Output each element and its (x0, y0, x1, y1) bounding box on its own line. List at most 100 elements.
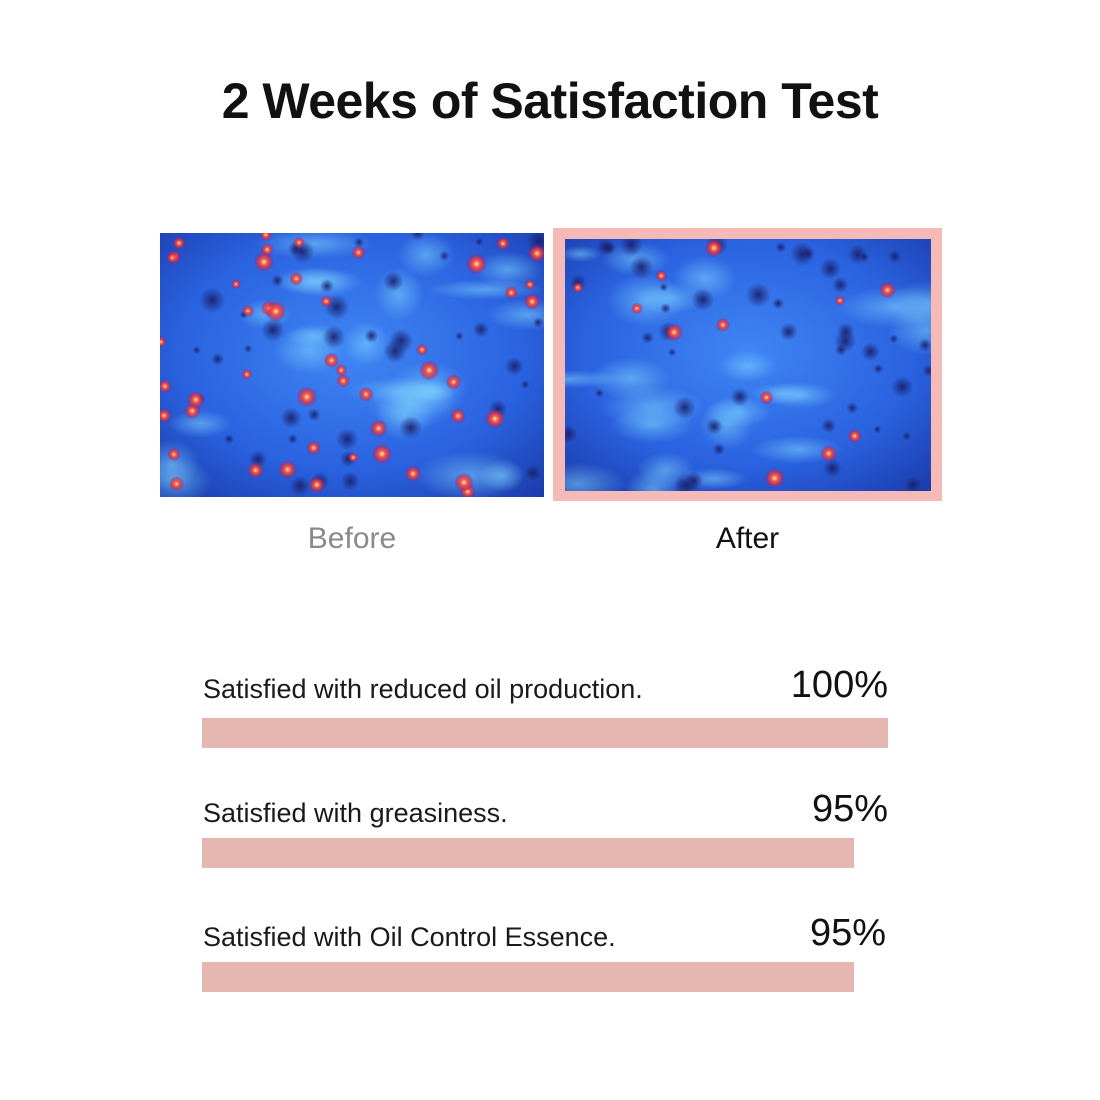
skin-pore (831, 276, 849, 294)
skin-shimmer (836, 286, 931, 328)
sebum-spot (445, 374, 462, 390)
skin-pore (223, 433, 235, 445)
skin-pore (619, 239, 643, 257)
sebum-spot (172, 236, 186, 250)
skin-pore (398, 415, 423, 440)
sebum-spot (834, 295, 846, 306)
skin-pore (823, 458, 842, 478)
skin-shimmer (751, 435, 844, 464)
sebum-spot (265, 300, 287, 322)
skin-pore (364, 328, 379, 343)
stat-value: 95% (811, 788, 888, 830)
skin-pore (280, 407, 302, 429)
sebum-spot (231, 279, 242, 290)
stat-bar-fill (202, 962, 854, 992)
sebum-spot (715, 317, 731, 333)
skin-shimmer (167, 409, 232, 438)
sebum-spot (454, 472, 474, 493)
sebum-spot (259, 233, 273, 242)
stat-greasiness: Satisfied with greasiness. 95% (0, 788, 1100, 896)
skin-shimmer (253, 233, 374, 259)
sebum-spot (504, 285, 519, 300)
skin-pore (772, 297, 785, 310)
skin-pore (411, 233, 425, 241)
skin-pore (660, 303, 671, 314)
sebum-spot (484, 408, 506, 430)
skin-pore (504, 356, 524, 376)
skin-pore (891, 375, 914, 398)
skin-pore (287, 433, 298, 445)
skin-pore (271, 274, 284, 287)
sebum-spot (759, 390, 774, 405)
skin-pore (860, 342, 880, 362)
stat-bar-fill (202, 838, 854, 868)
sebum-spot (186, 390, 205, 409)
skin-pore (859, 252, 869, 262)
sebum-spot (168, 476, 185, 492)
sebum-spot (764, 467, 785, 489)
skin-shimmer (565, 245, 602, 262)
skin-shimmer (606, 273, 686, 327)
skin-pore (691, 288, 715, 312)
skin-shimmer (367, 379, 457, 429)
sebum-spot (247, 462, 264, 479)
skin-shimmer (343, 320, 390, 367)
skin-pore (819, 257, 842, 280)
skin-pore (629, 255, 654, 280)
sebum-spot (524, 279, 536, 291)
sebum-spot (465, 253, 488, 275)
stat-value: 100% (790, 664, 888, 706)
after-photo-frame (553, 228, 942, 501)
skin-pore (524, 464, 542, 482)
sebum-spot (296, 386, 318, 408)
sebum-spot (293, 236, 306, 249)
skin-pore (244, 344, 253, 353)
page-title: 2 Weeks of Satisfaction Test (221, 73, 879, 129)
skin-pore (730, 387, 750, 407)
sebum-spot (278, 460, 298, 480)
skin-pore (211, 352, 225, 366)
sebum-spot (308, 476, 326, 494)
after-skin-photo (565, 239, 931, 491)
sebum-spot (347, 452, 359, 463)
sebum-spot (241, 304, 255, 317)
skin-pore (533, 317, 544, 328)
skin-pore (673, 396, 696, 419)
sebum-spot (323, 352, 340, 369)
skin-pore (565, 424, 578, 444)
sebum-spot (335, 364, 348, 377)
skin-pore (904, 476, 922, 491)
skin-pore (319, 278, 335, 294)
skin-shimmer (397, 233, 455, 277)
skin-pore (918, 338, 931, 352)
stat-oil-production: Satisfied with reduced oil production. 1… (0, 664, 1100, 772)
skin-pore (439, 250, 450, 261)
skin-pore (902, 432, 911, 441)
stat-bar-fill (202, 718, 888, 748)
skin-shimmer (764, 381, 837, 409)
skin-pore (595, 388, 604, 398)
skin-pore (659, 282, 668, 292)
sebum-spot (306, 440, 321, 456)
sebum-spot (419, 360, 440, 381)
skin-pore (846, 402, 859, 414)
skin-pore (289, 475, 311, 497)
skin-pore (821, 418, 837, 434)
skin-pore (474, 237, 484, 246)
skin-pore (922, 364, 931, 377)
skin-pore (455, 331, 464, 341)
sebum-spot (320, 295, 333, 308)
skin-pore (705, 418, 723, 435)
sebum-spot (523, 293, 541, 310)
sebum-spot (351, 245, 366, 260)
after-caption: After (715, 522, 780, 555)
stat-oil-control-essence: Satisfied with Oil Control Essence. 95% (0, 912, 1100, 1020)
sebum-spot (879, 281, 896, 299)
skin-pore (712, 442, 725, 456)
skin-shimmer (473, 251, 543, 288)
sebum-spot (289, 271, 304, 286)
sebum-spot (167, 447, 181, 462)
sebum-spot (241, 368, 253, 380)
skin-shimmer (415, 451, 526, 497)
skin-pore (322, 325, 346, 349)
